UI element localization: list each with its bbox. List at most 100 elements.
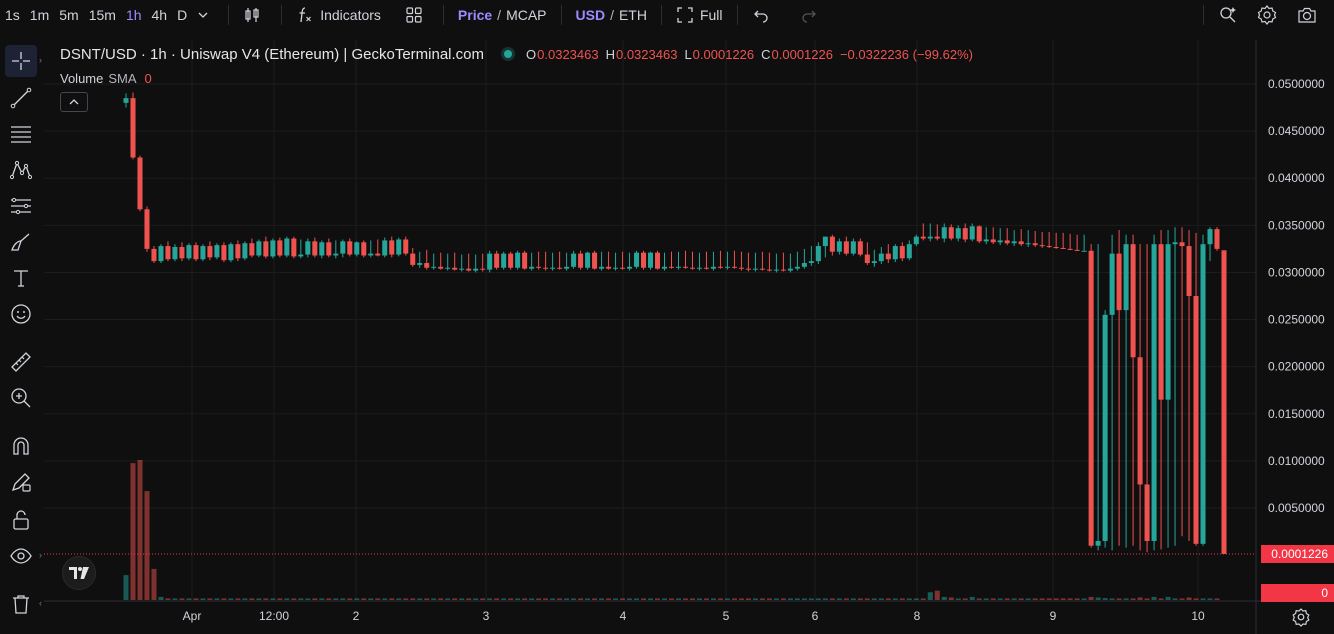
candle	[1116, 230, 1122, 546]
volume-legend: Volume SMA 0	[60, 71, 152, 86]
timeframe-1s[interactable]: 1s	[5, 7, 20, 23]
settings-button[interactable]	[1250, 0, 1290, 30]
candle	[641, 250, 647, 270]
candle	[955, 225, 961, 242]
chart-settings-button[interactable]	[1290, 606, 1312, 628]
zoom-tool[interactable]	[5, 382, 37, 414]
tool-expand-arrow[interactable]: ›	[39, 55, 42, 65]
magnet-tool[interactable]	[5, 430, 37, 462]
forecast-tool[interactable]	[5, 190, 37, 222]
candle-body	[375, 253, 381, 256]
unlock-icon	[13, 510, 29, 530]
candle-body	[277, 240, 283, 256]
tradingview-logo[interactable]	[62, 556, 96, 590]
price-mcap-toggle[interactable]: Price / MCAP	[452, 0, 553, 30]
candle	[543, 251, 549, 271]
collapse-legend-button[interactable]	[60, 92, 88, 112]
indicators-button[interactable]: Indicators	[290, 0, 387, 30]
redo-button[interactable]	[794, 0, 830, 30]
price-tick-label: 0.0050000	[1268, 501, 1325, 515]
timeframe-15m[interactable]: 15m	[88, 7, 116, 23]
candle-body	[675, 266, 682, 268]
volume-bar	[668, 598, 675, 600]
candle	[752, 252, 758, 272]
fullscreen-button[interactable]: Full	[670, 0, 729, 30]
volume-bar	[389, 598, 395, 600]
candle	[235, 240, 241, 262]
time-tick-label: 9	[1050, 609, 1057, 623]
candle-body	[822, 236, 828, 247]
candle-body	[557, 267, 563, 269]
eth-option[interactable]: ETH	[618, 7, 647, 23]
candle-body	[452, 267, 458, 270]
volume-bar	[990, 598, 996, 600]
price-option[interactable]: Price	[457, 7, 493, 23]
candle	[389, 236, 395, 258]
screenshot-button[interactable]	[1290, 0, 1330, 30]
pattern-tool[interactable]	[5, 154, 37, 186]
candle	[438, 252, 444, 270]
volume-bar	[235, 598, 241, 600]
candle	[1144, 244, 1150, 553]
volume-bar	[221, 598, 227, 600]
volume-bar	[962, 598, 968, 600]
candle-body	[480, 268, 486, 270]
remove-drawings-tool[interactable]	[5, 588, 37, 620]
mcap-option[interactable]: MCAP	[506, 7, 547, 23]
timeframe-5m[interactable]: 5m	[59, 7, 79, 23]
candle-body	[165, 246, 171, 260]
emoji-tool[interactable]	[5, 298, 37, 330]
full-label: Full	[699, 7, 723, 23]
candle-body	[1102, 314, 1108, 541]
candle	[1207, 227, 1213, 262]
candle	[1165, 230, 1171, 548]
toolbar-divider	[228, 5, 230, 25]
hide-drawings-tool[interactable]	[5, 540, 37, 572]
candle-body	[347, 241, 353, 255]
volume-bar	[186, 598, 192, 600]
candle	[976, 225, 982, 244]
volume-bar	[613, 598, 619, 600]
candle-body	[620, 267, 626, 269]
volume-bar	[941, 596, 947, 600]
tool-expand-arrow[interactable]: ‹	[39, 598, 42, 608]
candle	[787, 253, 793, 273]
candle-body	[794, 266, 800, 269]
stay-in-drawing-mode-tool[interactable]	[5, 466, 37, 498]
candle-body	[696, 267, 702, 269]
brush-tool[interactable]	[5, 226, 37, 258]
tool-expand-arrow[interactable]: ›	[39, 550, 42, 560]
undo-button[interactable]	[746, 0, 782, 30]
layout-grid-button[interactable]	[399, 0, 435, 30]
candle	[822, 236, 828, 258]
price-tick-label: 0.0300000	[1268, 265, 1325, 279]
chart-type-button[interactable]	[237, 0, 273, 30]
timeframe-dropdown[interactable]	[192, 0, 220, 30]
candle-body	[144, 209, 150, 249]
volume-bar	[144, 491, 150, 600]
fib-retracement-tool[interactable]	[5, 118, 37, 150]
usd-option[interactable]: USD	[575, 7, 606, 23]
volume-bar	[466, 598, 472, 600]
volume-bar	[606, 598, 612, 600]
candle	[193, 242, 199, 262]
candle-body	[466, 268, 472, 271]
candle-body	[990, 239, 996, 243]
text-tool[interactable]	[5, 262, 37, 294]
trend-line-tool[interactable]	[5, 82, 37, 114]
measure-tool[interactable]	[5, 346, 37, 378]
timeframe-1h[interactable]: 1h	[125, 7, 142, 23]
candle-body	[724, 266, 730, 268]
lock-drawings-tool[interactable]	[5, 504, 37, 536]
timeframe-1m[interactable]: 1m	[29, 7, 50, 23]
currency-toggle[interactable]: USD / ETH	[570, 0, 653, 30]
candle	[480, 253, 486, 272]
candle-body	[543, 267, 549, 269]
candle	[661, 252, 668, 271]
quick-search-button[interactable]	[1212, 0, 1250, 30]
crosshair-tool[interactable]	[5, 45, 37, 77]
volume-bar	[473, 598, 479, 600]
timeframe-4h[interactable]: 4h	[151, 7, 168, 23]
timeframe-d[interactable]: D	[177, 7, 188, 23]
